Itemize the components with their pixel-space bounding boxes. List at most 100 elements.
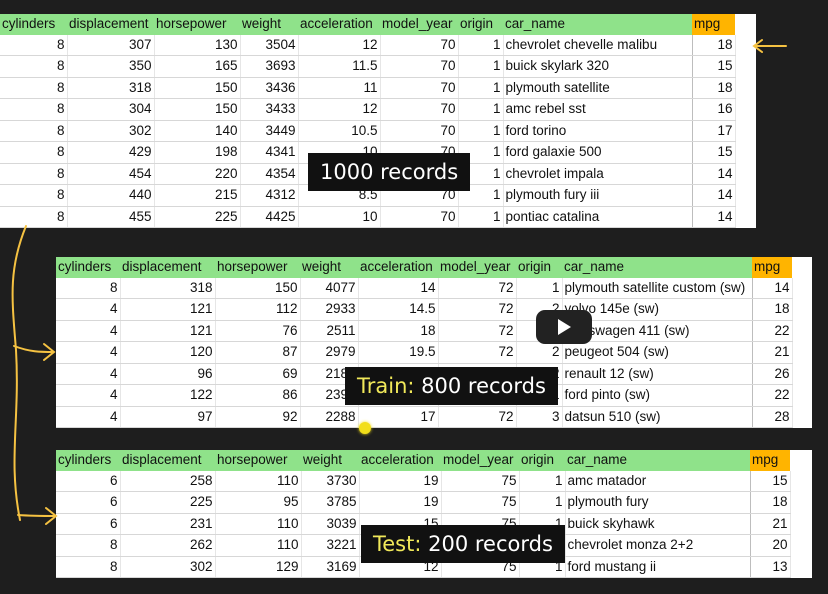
cell-cylinders[interactable]: 8 [56,277,121,299]
column-header-origin[interactable]: origin [519,450,565,471]
cell-acceleration[interactable]: 10 [298,206,381,228]
cell-horsepower[interactable]: 129 [215,556,302,578]
cell-displacement[interactable]: 262 [120,534,216,557]
cell-mpg[interactable]: 21 [752,341,793,364]
cell-weight[interactable]: 2511 [300,320,359,342]
cell-car_name[interactable]: ford mustang ii [565,556,751,578]
column-header-acceleration[interactable]: acceleration [298,14,380,35]
cell-horsepower[interactable]: 225 [154,206,241,228]
cell-mpg[interactable]: 13 [750,556,791,578]
cell-origin[interactable]: 1 [519,470,566,492]
cell-mpg[interactable]: 14 [692,206,736,228]
column-header-horsepower[interactable]: horsepower [215,257,300,278]
cell-mpg[interactable]: 16 [692,98,736,121]
cell-cylinders[interactable]: 4 [56,298,121,321]
cell-model_year[interactable]: 72 [438,298,517,321]
cell-acceleration[interactable]: 14.5 [358,298,439,321]
cell-horsepower[interactable]: 87 [215,341,301,364]
cell-displacement[interactable]: 258 [120,470,216,492]
cell-horsepower[interactable]: 112 [215,298,301,321]
cell-car_name[interactable]: pontiac catalina [503,206,693,228]
cell-horsepower[interactable]: 69 [215,363,301,385]
cell-weight[interactable]: 3785 [301,491,360,514]
cell-model_year[interactable]: 72 [438,341,517,364]
column-header-horsepower[interactable]: horsepower [215,450,301,471]
column-header-displacement[interactable]: displacement [67,14,154,35]
cell-weight[interactable]: 3436 [240,77,299,99]
cell-weight[interactable]: 4341 [240,141,299,164]
cell-displacement[interactable]: 302 [120,556,216,578]
cell-origin[interactable]: 1 [519,491,566,514]
cell-displacement[interactable]: 429 [67,141,155,164]
column-header-weight[interactable]: weight [240,14,298,35]
column-header-weight[interactable]: weight [300,257,358,278]
cell-model_year[interactable]: 70 [380,77,459,99]
cell-acceleration[interactable]: 10.5 [298,120,381,142]
cell-model_year[interactable]: 75 [441,470,520,492]
cell-car_name[interactable]: buick skylark 320 [503,55,693,78]
cell-weight[interactable]: 3221 [301,534,360,557]
cell-weight[interactable]: 3433 [240,98,299,121]
cell-car_name[interactable]: amc rebel sst [503,98,693,121]
cell-mpg[interactable]: 21 [750,513,791,535]
cell-cylinders[interactable]: 4 [56,320,121,342]
cell-mpg[interactable]: 15 [692,141,736,164]
cell-car_name[interactable]: peugeot 504 (sw) [562,341,753,364]
column-header-model_year[interactable]: model_year [380,14,458,35]
cell-origin[interactable]: 1 [458,206,504,228]
cell-model_year[interactable]: 70 [380,55,459,78]
cell-acceleration[interactable]: 19 [359,491,442,514]
cell-weight[interactable]: 4425 [240,206,299,228]
cell-horsepower[interactable]: 140 [154,120,241,142]
cell-car_name[interactable]: ford galaxie 500 [503,141,693,164]
column-header-weight[interactable]: weight [301,450,359,471]
cell-acceleration[interactable]: 12 [298,98,381,121]
cell-mpg[interactable]: 18 [692,77,736,99]
cell-cylinders[interactable]: 8 [0,55,68,78]
cell-displacement[interactable]: 225 [120,491,216,514]
cell-weight[interactable]: 2189 [300,363,359,385]
cell-displacement[interactable]: 454 [67,163,155,185]
cell-weight[interactable]: 3039 [301,513,360,535]
cell-horsepower[interactable]: 95 [215,491,302,514]
cell-cylinders[interactable]: 8 [0,163,68,185]
cell-mpg[interactable]: 26 [752,363,793,385]
cell-car_name[interactable]: chevrolet monza 2+2 [565,534,751,557]
column-header-cylinders[interactable]: cylinders [56,450,120,471]
cell-cylinders[interactable]: 6 [56,470,121,492]
cell-displacement[interactable]: 350 [67,55,155,78]
cell-origin[interactable]: 3 [516,406,563,428]
cell-car_name[interactable]: volkswagen 411 (sw) [562,320,753,342]
cell-weight[interactable]: 3449 [240,120,299,142]
cell-car_name[interactable]: renault 12 (sw) [562,363,753,385]
cell-model_year[interactable]: 72 [438,277,517,299]
cell-acceleration[interactable]: 14 [358,277,439,299]
cell-origin[interactable]: 1 [516,277,563,299]
cell-displacement[interactable]: 96 [120,363,216,385]
cell-mpg[interactable]: 18 [692,34,736,56]
cell-cylinders[interactable]: 8 [0,77,68,99]
column-header-horsepower[interactable]: horsepower [154,14,240,35]
cell-mpg[interactable]: 22 [752,320,793,342]
cell-model_year[interactable]: 72 [438,406,517,428]
cell-weight[interactable]: 4354 [240,163,299,185]
cell-acceleration[interactable]: 17 [358,406,439,428]
cell-horsepower[interactable]: 215 [154,184,241,207]
cell-weight[interactable]: 2288 [300,406,359,428]
cell-cylinders[interactable]: 8 [56,534,121,557]
cell-acceleration[interactable]: 11 [298,77,381,99]
cell-acceleration[interactable]: 19 [359,470,442,492]
column-header-acceleration[interactable]: acceleration [359,450,441,471]
column-header-model_year[interactable]: model_year [438,257,516,278]
cell-displacement[interactable]: 318 [67,77,155,99]
column-header-displacement[interactable]: displacement [120,257,215,278]
cell-displacement[interactable]: 120 [120,341,216,364]
cell-model_year[interactable]: 70 [380,206,459,228]
cell-acceleration[interactable]: 11.5 [298,55,381,78]
column-header-mpg[interactable]: mpg [692,14,735,35]
cell-model_year[interactable]: 75 [441,491,520,514]
cell-weight[interactable]: 2979 [300,341,359,364]
column-header-mpg[interactable]: mpg [750,450,790,471]
cell-mpg[interactable]: 14 [692,163,736,185]
column-header-car_name[interactable]: car_name [562,257,752,278]
